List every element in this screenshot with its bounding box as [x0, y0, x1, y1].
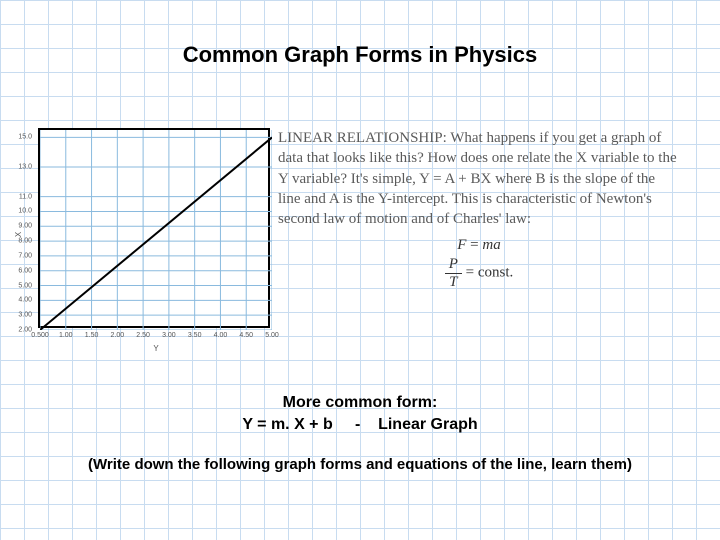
chart-svg: [40, 130, 272, 330]
description-column: LINEAR RELATIONSHIP: What happens if you…: [278, 128, 698, 328]
relationship-description: LINEAR RELATIONSHIP: What happens if you…: [278, 128, 680, 229]
x-tick-label: 0.500: [31, 332, 49, 339]
x-tick-label: 3.00: [162, 332, 176, 339]
y-axis-label: X: [14, 232, 23, 237]
equations-block: F = ma P T = const.: [278, 237, 680, 290]
x-tick-label: 4.00: [214, 332, 228, 339]
eq2-rhs: const.: [478, 265, 513, 281]
y-tick-label: 7.00: [18, 252, 32, 259]
y-tick-label: 4.00: [18, 297, 32, 304]
x-tick-label: 2.00: [111, 332, 125, 339]
y-tick-label: 2.00: [18, 327, 32, 334]
eq2-op: =: [466, 265, 474, 281]
x-tick-label: 4.50: [239, 332, 253, 339]
page-title: Common Graph Forms in Physics: [0, 42, 720, 68]
x-tick-label: 1.00: [59, 332, 73, 339]
eq1-lhs: F: [457, 237, 466, 253]
eq1-op: =: [470, 237, 478, 253]
equation-fma: F = ma: [278, 237, 680, 254]
y-tick-label: 3.00: [18, 312, 32, 319]
x-tick-label: 1.50: [85, 332, 99, 339]
eq1-rhs: ma: [482, 237, 500, 253]
eq2-num: P: [445, 256, 462, 274]
y-tick-label: 11.0: [19, 193, 32, 200]
y-tick-label: 15.0: [18, 134, 32, 141]
common-form-block: More common form: Y = m. X + b - Linear …: [0, 392, 720, 435]
y-tick-label: 10.0: [18, 208, 32, 215]
y-tick-label: 6.00: [18, 267, 32, 274]
equation-charles: P T = const.: [278, 256, 680, 290]
x-axis-label: Y: [153, 344, 158, 353]
chart-area: 2.003.004.005.006.007.008.009.0010.011.0…: [0, 128, 278, 328]
linear-chart: 2.003.004.005.006.007.008.009.0010.011.0…: [38, 128, 270, 328]
x-tick-label: 5.00: [265, 332, 279, 339]
common-form-label: More common form:: [0, 392, 720, 414]
common-form-equation: Y = m. X + b - Linear Graph: [0, 414, 720, 436]
y-tick-label: 9.00: [18, 223, 32, 230]
eq2-den: T: [445, 274, 462, 291]
y-tick-label: 5.00: [18, 282, 32, 289]
instruction-footnote: (Write down the following graph forms an…: [0, 456, 720, 473]
y-tick-label: 8.00: [18, 238, 32, 245]
content-row: 2.003.004.005.006.007.008.009.0010.011.0…: [0, 128, 720, 328]
x-tick-label: 2.50: [136, 332, 150, 339]
y-tick-label: 13.0: [18, 164, 32, 171]
x-tick-label: 3.50: [188, 332, 202, 339]
